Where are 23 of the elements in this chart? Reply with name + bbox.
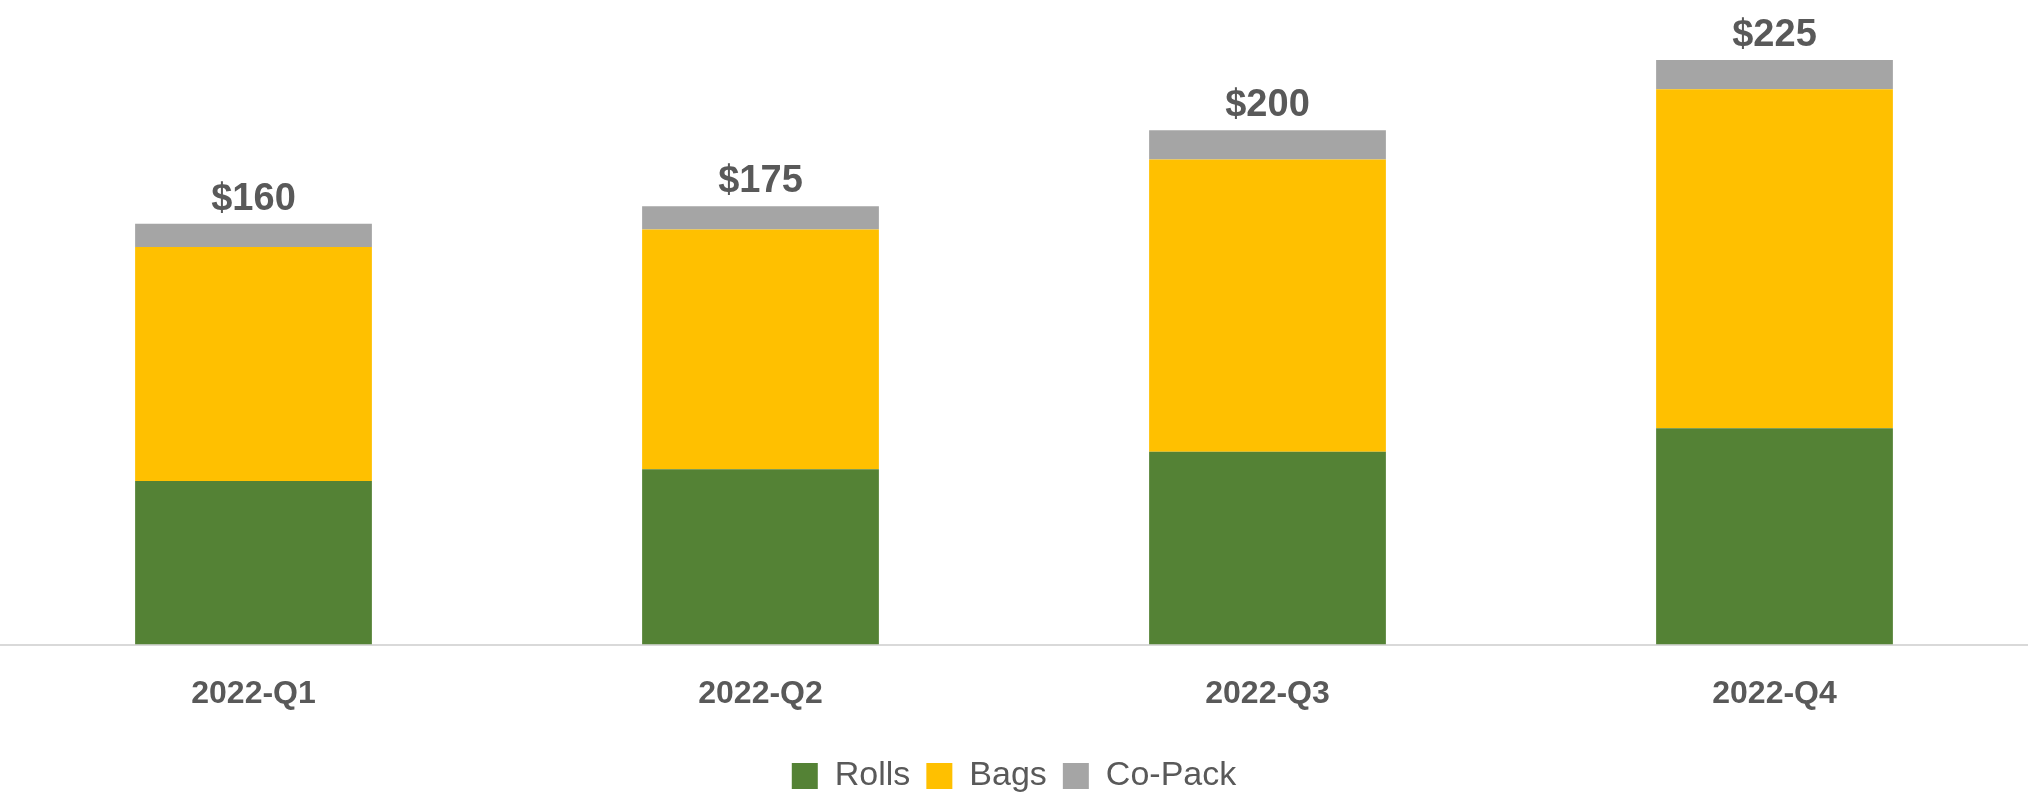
bar (135, 247, 372, 481)
bar (642, 469, 879, 645)
legend-label: Bags (969, 754, 1047, 793)
bar (1656, 60, 1893, 90)
x-tick-label: 2022-Q1 (191, 673, 316, 710)
legend-label: Co-Pack (1105, 754, 1238, 793)
annotation: $160 (211, 175, 296, 218)
bar (135, 480, 372, 645)
x-tick-label: 2022-Q4 (1712, 673, 1837, 710)
x-tick-label: 2022-Q2 (698, 673, 823, 710)
legend-label: Rolls (834, 754, 911, 793)
annotation: $200 (1225, 82, 1310, 125)
bar (1149, 451, 1386, 645)
annotation: $225 (1732, 12, 1817, 54)
bar (1656, 428, 1893, 645)
bar (1149, 159, 1386, 452)
bar (1149, 130, 1386, 160)
bar (135, 223, 372, 248)
bar (642, 206, 879, 230)
bar (642, 229, 879, 470)
annotation: $175 (718, 158, 803, 201)
x-tick-label: 2022-Q3 (1205, 673, 1330, 710)
bar (1656, 89, 1893, 429)
